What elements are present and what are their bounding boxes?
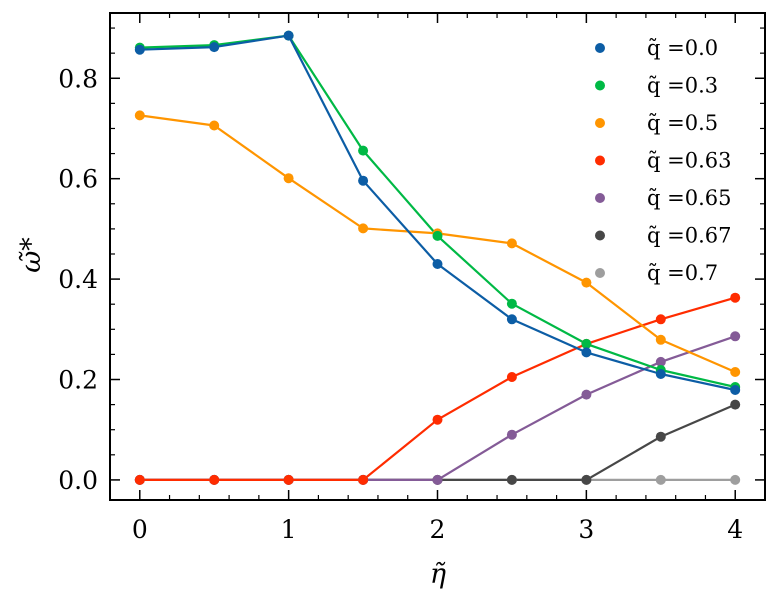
data-point-s0-2: [283, 30, 294, 41]
legend-label-3: q̃ =0.63: [647, 149, 731, 173]
data-point-s5-5: [506, 474, 517, 485]
data-point-s4-7: [655, 356, 666, 367]
data-point-s0-4: [432, 259, 443, 269]
data-point-s2-8: [730, 367, 741, 377]
legend-marker-2: [595, 118, 605, 128]
data-point-s2-1: [209, 120, 220, 131]
data-point-s2-6: [581, 277, 592, 288]
legend-marker-4: [595, 193, 605, 203]
data-point-s2-7: [655, 334, 666, 345]
legend-marker-0: [595, 43, 605, 53]
data-point-s3-5: [506, 372, 517, 382]
data-point-s1-5: [506, 298, 517, 309]
data-point-s0-1: [209, 42, 220, 53]
data-point-s0-5: [506, 314, 517, 325]
legend-marker-5: [595, 230, 605, 241]
data-point-s2-3: [358, 223, 369, 234]
data-point-s3-8: [730, 292, 741, 303]
legend-label-2: q̃ =0.5: [647, 111, 718, 135]
series-line-0: [139, 34, 736, 392]
legend-marker-6: [595, 268, 605, 278]
legend-label-1: q̃ =0.3: [647, 74, 718, 98]
x-tick-label: 3: [578, 515, 594, 544]
data-point-s0-8: [730, 385, 741, 395]
data-point-s0-6: [581, 347, 592, 358]
x-tick-label: 4: [727, 515, 743, 544]
legend-label-4: q̃ =0.65: [647, 186, 731, 210]
data-point-s1-3: [358, 145, 369, 156]
data-point-s1-4: [432, 230, 443, 241]
legend-label-0: q̃ =0.0: [647, 36, 718, 60]
series-line-1: [139, 34, 736, 389]
series-line-3: [139, 296, 736, 481]
y-tick-label: 0.8: [58, 64, 98, 93]
data-point-s4-4: [432, 474, 443, 485]
y-tick-label: 0.4: [58, 265, 98, 294]
series-line-4: [139, 335, 736, 481]
data-point-s3-2: [283, 474, 294, 485]
data-point-s4-5: [506, 429, 517, 440]
data-point-s6-8: [730, 474, 741, 485]
data-point-s6-7: [655, 474, 666, 485]
data-point-s3-4: [432, 414, 443, 425]
legend-label-6: q̃ =0.7: [647, 261, 718, 285]
plot-layer: [134, 30, 741, 485]
data-point-s5-8: [730, 399, 741, 410]
x-tick-label: 2: [430, 515, 446, 544]
data-point-s3-7: [655, 314, 666, 325]
data-point-s0-0: [134, 44, 145, 55]
x-axis-label: η̃: [430, 559, 446, 590]
data-point-s3-1: [209, 474, 220, 485]
series-line-2: [139, 114, 736, 374]
y-tick-label: 0.6: [58, 165, 98, 194]
data-point-s4-8: [730, 331, 741, 342]
data-point-s5-6: [581, 474, 592, 485]
data-point-s2-2: [283, 173, 294, 184]
data-point-s4-6: [581, 389, 592, 400]
legend-marker-1: [595, 80, 605, 91]
data-point-s3-3: [358, 474, 369, 485]
legend-marker-3: [595, 155, 605, 166]
data-point-s1-6: [581, 338, 592, 349]
x-tick-label: 1: [281, 515, 297, 544]
data-point-s2-5: [506, 238, 517, 249]
y-axis-label: ω̃*: [16, 237, 47, 273]
data-point-s2-0: [134, 110, 145, 121]
data-point-s5-7: [655, 431, 666, 442]
data-point-s0-3: [358, 175, 369, 186]
x-tick-label: 0: [132, 515, 148, 544]
data-point-s0-7: [655, 369, 666, 379]
data-point-s3-0: [134, 474, 145, 485]
y-tick-label: 0.0: [58, 466, 98, 495]
legend-label-5: q̃ =0.67: [647, 224, 731, 248]
y-tick-label: 0.2: [58, 366, 98, 395]
legend: q̃ =0.0 q̃ =0.3 q̃ =0.5 q̃ =0.63 q̃ =0.65 q̃ …: [595, 36, 731, 285]
ticks-layer: 0 1 2 3 4 0.0 0.2 0.4 0.6 0.8: [58, 13, 765, 544]
